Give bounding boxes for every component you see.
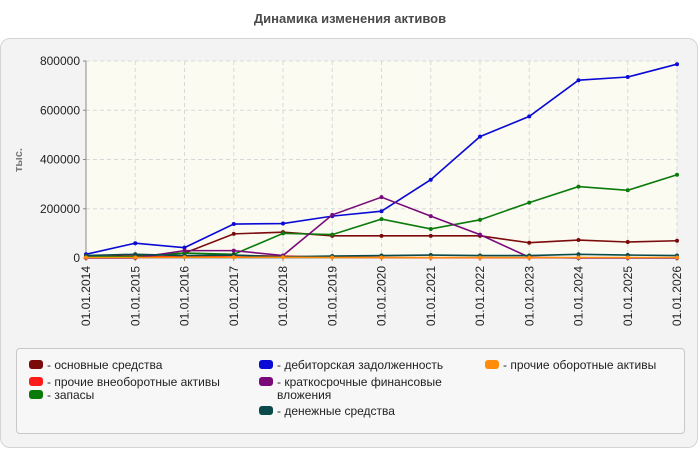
data-point (133, 241, 138, 246)
legend-label: - запасы (47, 388, 95, 402)
data-point (625, 75, 630, 80)
x-tick-label: 01.01.2020 (375, 266, 389, 326)
data-point (428, 255, 433, 260)
data-point (428, 233, 433, 238)
data-point (379, 209, 384, 214)
legend-swatch (259, 406, 273, 415)
data-point (428, 226, 433, 231)
x-tick-label: 01.01.2025 (621, 266, 635, 326)
data-point (133, 252, 138, 257)
x-tick-label: 01.01.2015 (128, 266, 142, 326)
chart-title: Динамика изменения активов (253, 11, 447, 26)
x-tick-label: 01.01.2023 (522, 266, 536, 326)
data-point (527, 200, 532, 205)
legend-swatch (485, 360, 499, 369)
data-point (625, 239, 630, 244)
data-point (84, 255, 88, 260)
legend-swatch (29, 390, 43, 399)
legend-swatch (259, 360, 273, 369)
y-tick-label: 0 (73, 251, 80, 265)
y-tick-label: 800000 (40, 54, 80, 68)
x-tick-label: 01.01.2017 (227, 266, 241, 326)
data-point (675, 62, 679, 67)
legend-item-fixed-assets: - основные средства (29, 359, 237, 372)
data-point (182, 245, 187, 250)
legend-item-receivables: - дебиторская задолженность (259, 359, 557, 372)
legend-swatch (259, 377, 273, 386)
legend-label: - денежные средства (277, 404, 395, 418)
data-point (527, 255, 532, 260)
legend-item-cash: - денежные средства (259, 405, 467, 418)
data-point (231, 222, 236, 227)
data-point (281, 255, 285, 260)
legend-swatch (29, 360, 43, 369)
x-tick-label: 01.01.2014 (79, 266, 93, 326)
legend-item-short-term-investments: - краткосрочные финансовые вложения (259, 376, 467, 402)
legend-label: - прочие внеоборотные активы (47, 375, 220, 389)
data-point (281, 221, 285, 226)
data-point (379, 233, 384, 238)
x-tick-label: 01.01.2016 (178, 266, 192, 326)
data-point (281, 231, 285, 236)
y-tick-label: 600000 (40, 103, 80, 117)
data-point (231, 255, 236, 260)
legend-swatch (29, 377, 43, 386)
data-point (182, 248, 187, 253)
data-point (478, 217, 482, 222)
data-point (231, 248, 236, 253)
data-point (576, 78, 581, 83)
chart-legend: - основные средства - прочие внеоборотны… (16, 348, 685, 434)
data-point (330, 212, 335, 217)
data-point (527, 240, 532, 245)
data-point (379, 195, 384, 200)
data-point (133, 255, 138, 260)
x-tick-label: 01.01.2024 (572, 266, 586, 326)
legend-item-other-current: - прочие оборотные активы (485, 359, 693, 372)
legend-item-inventory: - запасы (29, 389, 237, 402)
data-point (330, 255, 335, 260)
legend-label: - основные средства (47, 358, 163, 372)
data-point (428, 214, 433, 219)
data-point (576, 184, 581, 189)
x-tick-label: 01.01.2022 (473, 266, 487, 326)
data-point (625, 255, 630, 260)
data-point (379, 255, 384, 260)
data-point (478, 134, 482, 139)
data-point (379, 217, 384, 222)
data-point (576, 238, 581, 243)
data-point (231, 231, 236, 236)
data-point (675, 255, 679, 260)
data-point (576, 255, 581, 260)
data-point (330, 232, 335, 237)
x-tick-label: 01.01.2018 (276, 266, 290, 326)
legend-label: - дебиторская задолженность (277, 358, 444, 372)
y-tick-label: 200000 (40, 202, 80, 216)
data-point (428, 177, 433, 182)
y-axis-label: тыс. (13, 148, 25, 172)
legend-label: - прочие оборотные активы (503, 358, 657, 372)
legend-label: - краткосрочные финансовые вложения (277, 375, 442, 402)
data-point (478, 255, 482, 260)
data-point (182, 255, 187, 260)
x-tick-label: 01.01.2019 (325, 266, 339, 326)
x-tick-label: 01.01.2026 (670, 266, 684, 326)
legend-item-other-noncurrent: - прочие внеоборотные активы (29, 376, 237, 389)
data-point (675, 172, 679, 177)
data-point (625, 188, 630, 193)
data-point (576, 252, 581, 257)
data-point (527, 114, 532, 119)
y-tick-label: 400000 (40, 153, 80, 167)
x-tick-label: 01.01.2021 (424, 266, 438, 326)
data-point (478, 232, 482, 237)
data-point (675, 238, 679, 243)
